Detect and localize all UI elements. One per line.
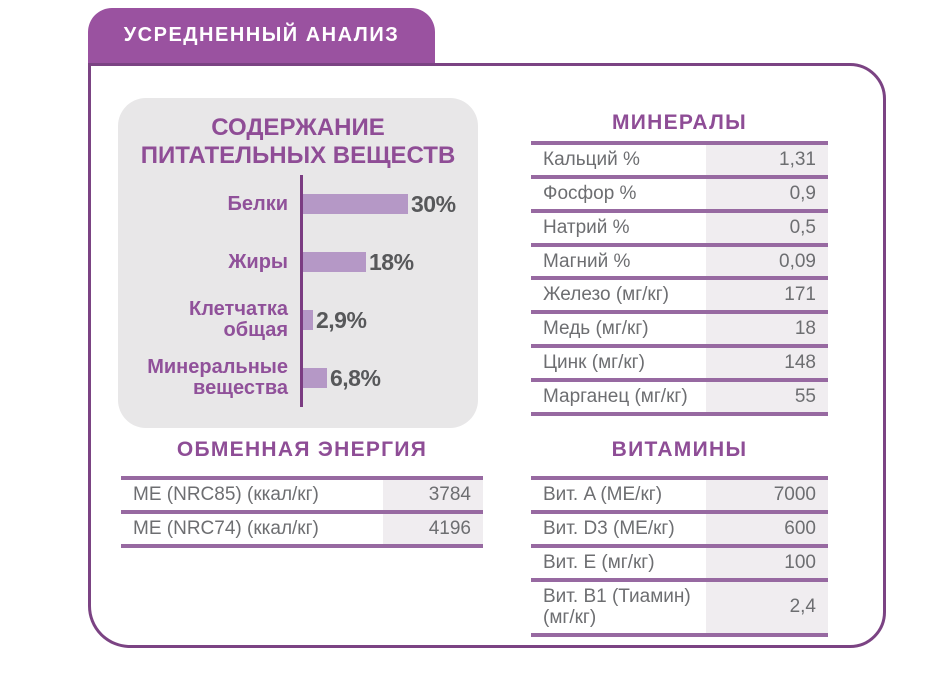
table-row: Железо (мг/кг) 171	[531, 278, 828, 315]
row-value: 18	[706, 312, 828, 349]
row-value: 4196	[382, 511, 483, 548]
row-label: Железо (мг/кг)	[531, 278, 706, 315]
vitamins-section-title: ВИТАМИНЫ	[611, 438, 748, 461]
table-row: Фосфор % 0,9	[531, 176, 828, 213]
row-value: 0,09	[706, 244, 828, 281]
analysis-card: СОДЕРЖАНИЕ ПИТАТЕЛЬНЫХ ВЕЩЕСТВ Белки 30% Ж…	[88, 63, 886, 648]
row-label: ME (NRC74) (ккал/кг)	[121, 511, 383, 548]
row-value: 148	[706, 346, 828, 382]
row-value: 7000	[706, 478, 828, 514]
chart-row: Белки 30%	[118, 175, 478, 234]
row-label: Вит. A (МЕ/кг)	[531, 478, 706, 514]
minerals-section-title: МИНЕРАЛЫ	[611, 111, 748, 134]
bar	[303, 194, 408, 215]
chart-title: СОДЕРЖАНИЕ ПИТАТЕЛЬНЫХ ВЕЩЕСТВ	[140, 114, 456, 169]
bar	[303, 252, 366, 273]
chart-bar-area: 18%	[300, 233, 478, 292]
row-value: 0,5	[706, 210, 828, 247]
table-row: ME (NRC74) (ккал/кг) 4196	[121, 511, 483, 548]
header-tab: УСРЕДНЕННЫЙ АНАЛИЗ	[88, 8, 435, 63]
bar	[303, 310, 313, 331]
row-label: Цинк (мг/кг)	[531, 346, 706, 382]
table-row: Вит. D3 (МЕ/кг) 600	[531, 511, 828, 548]
row-label: Вит. E (мг/кг)	[531, 545, 706, 582]
page-title: УСРЕДНЕННЫЙ АНАЛИЗ	[123, 24, 400, 46]
table-row: Вит. B1 (Тиамин) (мг/кг) 2,4	[531, 579, 828, 638]
table-row: Медь (мг/кг) 18	[531, 312, 828, 349]
vitamins-table: Вит. A (МЕ/кг) 7000 Вит. D3 (МЕ/кг) 600 Вит.…	[531, 476, 828, 638]
row-value: 55	[706, 379, 828, 416]
table-row: Марганец (мг/кг) 55	[531, 379, 828, 416]
row-value: 0,9	[706, 176, 828, 213]
chart-row: Клетчатка общая 2,9%	[118, 291, 478, 350]
bar	[303, 368, 327, 389]
row-value: 171	[706, 278, 828, 315]
chart-value-label: 6,8%	[330, 364, 381, 391]
chart-category-label: Жиры	[228, 250, 288, 273]
energy-section-title: ОБМЕННАЯ ЭНЕРГИЯ	[176, 438, 428, 461]
row-value: 600	[706, 511, 828, 548]
row-label: Медь (мг/кг)	[531, 312, 706, 349]
table-row: Цинк (мг/кг) 148	[531, 346, 828, 382]
row-label: Магний %	[531, 244, 706, 281]
row-label: Вит. D3 (МЕ/кг)	[531, 511, 706, 548]
chart-bar-area: 6,8%	[300, 349, 478, 408]
chart-row: Минеральные вещества 6,8%	[118, 349, 478, 408]
row-label: Фосфор %	[531, 176, 706, 213]
chart-bar-area: 30%	[300, 175, 478, 234]
row-value: 2,4	[706, 579, 828, 638]
row-label: Вит. B1 (Тиамин) (мг/кг)	[531, 579, 706, 638]
chart-value-label: 30%	[411, 190, 456, 217]
chart-category-label: Клетчатка общая	[189, 298, 288, 342]
energy-table: ME (NRC85) (ккал/кг) 3784 ME (NRC74) (ккал…	[121, 476, 483, 548]
table-row: Натрий % 0,5	[531, 210, 828, 247]
nutrient-content-panel: СОДЕРЖАНИЕ ПИТАТЕЛЬНЫХ ВЕЩЕСТВ Белки 30% Ж…	[118, 98, 478, 428]
minerals-table: Кальций % 1,31 Фосфор % 0,9 Натрий % 0,5 Магни…	[531, 141, 828, 416]
chart-value-label: 18%	[369, 248, 414, 275]
chart-value-label: 2,9%	[316, 306, 367, 333]
row-label: ME (NRC85) (ккал/кг)	[121, 478, 383, 514]
chart-category-label: Минеральные вещества	[147, 356, 288, 400]
nutrient-bar-chart: Белки 30% Жиры 18% Клетчатка общая 2,9% Минера…	[118, 175, 478, 408]
table-row: Вит. E (мг/кг) 100	[531, 545, 828, 582]
row-label: Натрий %	[531, 210, 706, 247]
row-value: 3784	[382, 478, 483, 514]
row-label: Марганец (мг/кг)	[531, 379, 706, 416]
row-value: 1,31	[706, 143, 828, 179]
row-label: Кальций %	[531, 143, 706, 179]
chart-row: Жиры 18%	[118, 233, 478, 292]
table-row: Кальций % 1,31	[531, 143, 828, 179]
table-row: Магний % 0,09	[531, 244, 828, 281]
table-row: Вит. A (МЕ/кг) 7000	[531, 478, 828, 514]
chart-category-label: Белки	[227, 192, 288, 215]
row-value: 100	[706, 545, 828, 582]
chart-bar-area: 2,9%	[300, 291, 478, 350]
table-row: ME (NRC85) (ккал/кг) 3784	[121, 478, 483, 514]
